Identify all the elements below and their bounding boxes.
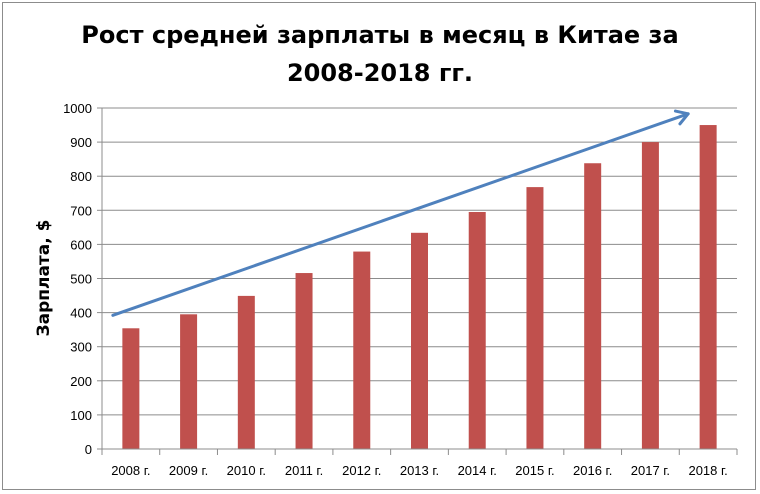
bar — [353, 251, 371, 449]
y-tick-label: 800 — [70, 169, 92, 184]
gridlines — [102, 107, 737, 416]
y-tick-labels: 0 100 200 300 400 500 600 700 800 900 1000 — [63, 101, 92, 457]
trend-arrow-head — [673, 109, 690, 126]
axes — [97, 107, 738, 455]
bar — [180, 314, 198, 449]
x-tick-label: 2009 г. — [169, 463, 208, 478]
x-tick-label: 2012 г. — [342, 463, 381, 478]
bar — [468, 212, 486, 449]
y-tick-label: 600 — [70, 237, 92, 252]
x-tick-label: 2015 г. — [515, 463, 554, 478]
x-tick-labels: 2008 г. 2009 г. 2010 г. 2011 г. 2012 г. 2013 … — [111, 463, 728, 478]
x-tick-label: 2018 г. — [688, 463, 727, 478]
y-axis-label: Зарплата, $ — [34, 220, 54, 337]
bar — [122, 328, 140, 449]
x-tick-label: 2013 г. — [400, 463, 439, 478]
y-tick-label: 900 — [70, 135, 92, 150]
bar — [526, 187, 544, 449]
x-tick-label: 2017 г. — [631, 463, 670, 478]
trend-arrow-line — [111, 112, 690, 317]
x-tick-label: 2011 г. — [285, 463, 323, 478]
chart-title-line1: Рост средней зарплаты в месяц в Китае за — [81, 21, 678, 49]
bar — [237, 295, 255, 449]
bar — [295, 273, 313, 449]
y-tick-label: 400 — [70, 306, 92, 321]
chart-title-line2: 2008-2018 гг. — [287, 59, 473, 87]
x-tick-label: 2016 г. — [573, 463, 612, 478]
y-tick-label: 1000 — [63, 101, 92, 116]
y-tick-label: 700 — [70, 203, 92, 218]
bars — [122, 125, 717, 450]
bar — [699, 125, 717, 450]
bar — [641, 142, 659, 449]
y-tick-label: 0 — [85, 442, 92, 457]
x-tick-label: 2010 г. — [227, 463, 266, 478]
bar — [584, 163, 602, 449]
y-tick-label: 500 — [70, 272, 92, 287]
x-tick-label: 2014 г. — [458, 463, 497, 478]
y-tick-label: 300 — [70, 340, 92, 355]
x-tick-label: 2008 г. — [111, 463, 150, 478]
bar — [411, 232, 428, 449]
y-tick-label: 100 — [70, 408, 92, 423]
trend-arrow-group — [111, 109, 690, 317]
y-tick-label: 200 — [70, 374, 92, 389]
